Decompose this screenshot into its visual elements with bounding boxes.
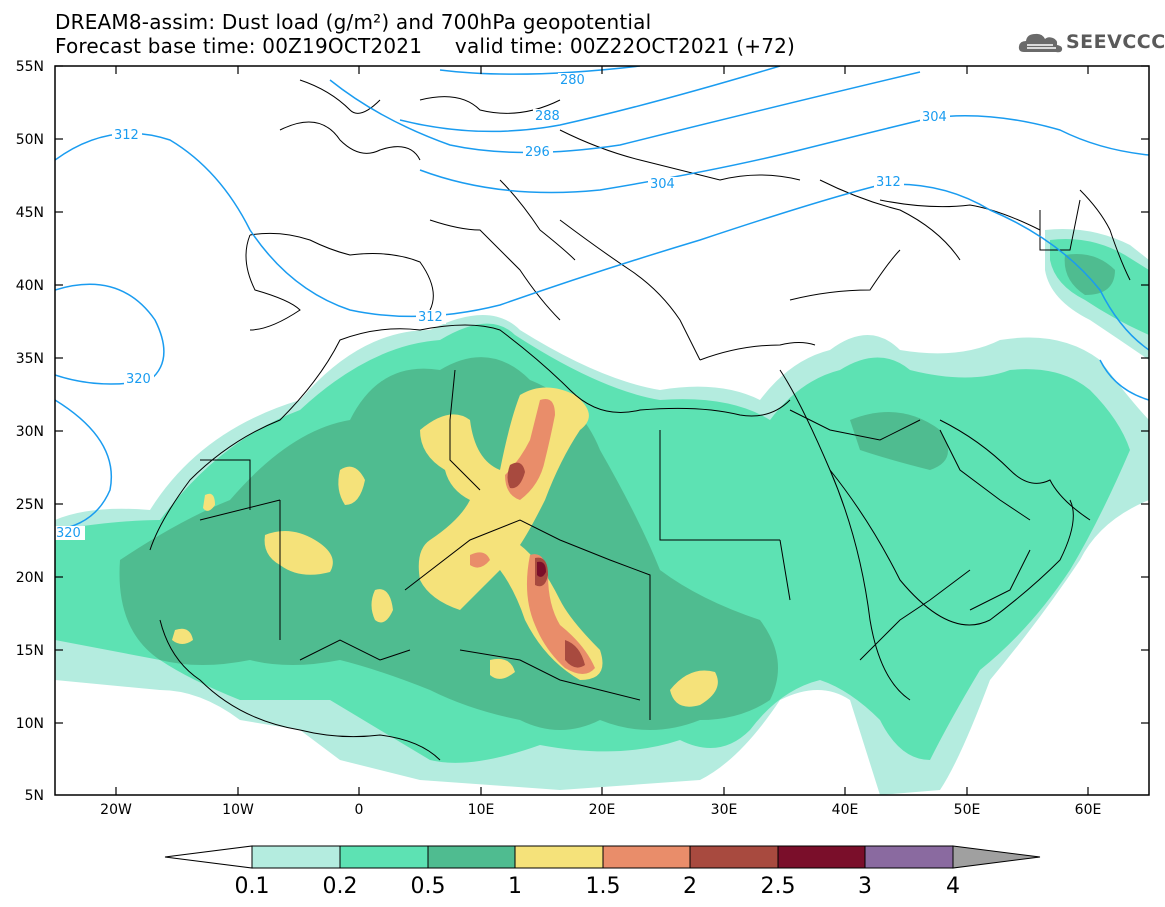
dust-level-1-blob2 [371,589,393,623]
lat-label: 45N [16,205,44,221]
dust-level-2.5 [537,561,546,577]
dust-level-1-blob4 [172,628,193,644]
lat-label: 15N [16,643,44,659]
lat-label: 30N [16,424,44,440]
colorbar-swatch-0.1 [251,845,341,869]
lat-labels: 55N 50N 45N 40N 35N 30N 25N 20N 15N 10N … [16,59,44,804]
colorbar-label: 2.5 [761,874,796,899]
lon-label: 0 [355,802,364,818]
colorbar-label: 0.2 [323,874,358,899]
contour-label-320-south: 320 [56,526,81,541]
contour-label-320-north: 320 [126,372,151,387]
dust-level-2-chad-south [565,640,585,668]
lat-label: 50N [16,132,44,148]
colorbar-label: 4 [946,874,960,899]
lon-label: 30E [711,802,738,818]
colorbar [164,845,1041,869]
seevccc-logo: SEEVCCC [1018,30,1165,56]
colorbar-label: 0.5 [411,874,446,899]
contour-label-280: 280 [560,73,585,88]
lon-label: 50E [954,802,981,818]
dust-level-1-central [418,387,603,680]
lat-ticks [55,65,1149,724]
colorbar-label: 2 [683,874,697,899]
forecast-time-line: Forecast base time: 00Z19OCT2021 valid t… [55,34,796,58]
lon-label: 40E [832,802,859,818]
cloud-icon [1018,33,1063,53]
dust-level-0.5-arabia [850,412,948,470]
dust-level-1-blob1 [338,466,365,505]
coastlines [149,79,1131,761]
lat-label: 20N [16,570,44,586]
contour-label-312-east: 312 [876,175,901,190]
contour-labels: 280 288 296 304 304 312 312 312 320 320 [55,73,950,541]
lon-label: 10E [468,802,495,818]
dust-level-1-blob5 [490,658,515,679]
contour-label-312-central: 312 [418,310,443,325]
colorbar-swatch-1 [514,845,604,869]
dust-level-1.5-blob [470,552,490,568]
dust-level-2 [507,462,525,489]
lat-label: 25N [16,497,44,513]
colorbar-labels: 0.1 0.2 0.5 1 1.5 2 2.5 3 4 [235,874,961,899]
contour-label-304: 304 [650,177,675,192]
dust-level-1-sudan [670,670,718,707]
contour-label-296: 296 [525,145,550,160]
lon-label: 60E [1075,802,1102,818]
colorbar-swatch-2 [689,845,779,869]
colorbar-over-arrow [952,845,1041,869]
dust-level-0.5-north [1064,254,1115,295]
lon-label: 20W [100,802,132,818]
chart-title: DREAM8-assim: Dust load (g/m²) and 700hP… [55,10,652,34]
colorbar-swatch-0.2 [339,845,429,869]
contour-label-288: 288 [535,109,560,124]
colorbar-swatch-2.5 [777,845,866,869]
lat-label: 55N [16,59,44,75]
lon-labels: 20W 10W 0 10E 20E 30E 40E 50E 60E [100,802,1101,818]
colorbar-swatch-1.5 [602,845,691,869]
lon-ticks [115,66,1089,795]
colorbar-swatch-3 [864,845,954,869]
dust-shading [55,229,1149,795]
logo-text: SEEVCCC [1066,31,1165,53]
contour-label-312-west: 312 [114,128,139,143]
colorbar-label: 0.1 [235,874,270,899]
lat-label: 10N [16,716,44,732]
lon-label: 20E [589,802,616,818]
dust-level-1-west [264,531,333,575]
geopotential-contours [55,66,1149,531]
colorbar-label: 3 [858,874,872,899]
contour-label-304-east: 304 [922,110,947,125]
colorbar-label: 1.5 [586,874,621,899]
lon-label: 10W [222,802,254,818]
lat-label: 40N [16,278,44,294]
colorbar-label: 1 [508,874,522,899]
colorbar-swatch-0.5 [427,845,516,869]
lat-label: 5N [25,788,44,804]
dust-level-1-blob3 [203,493,215,511]
lat-label: 35N [16,351,44,367]
colorbar-under-arrow [164,845,253,869]
